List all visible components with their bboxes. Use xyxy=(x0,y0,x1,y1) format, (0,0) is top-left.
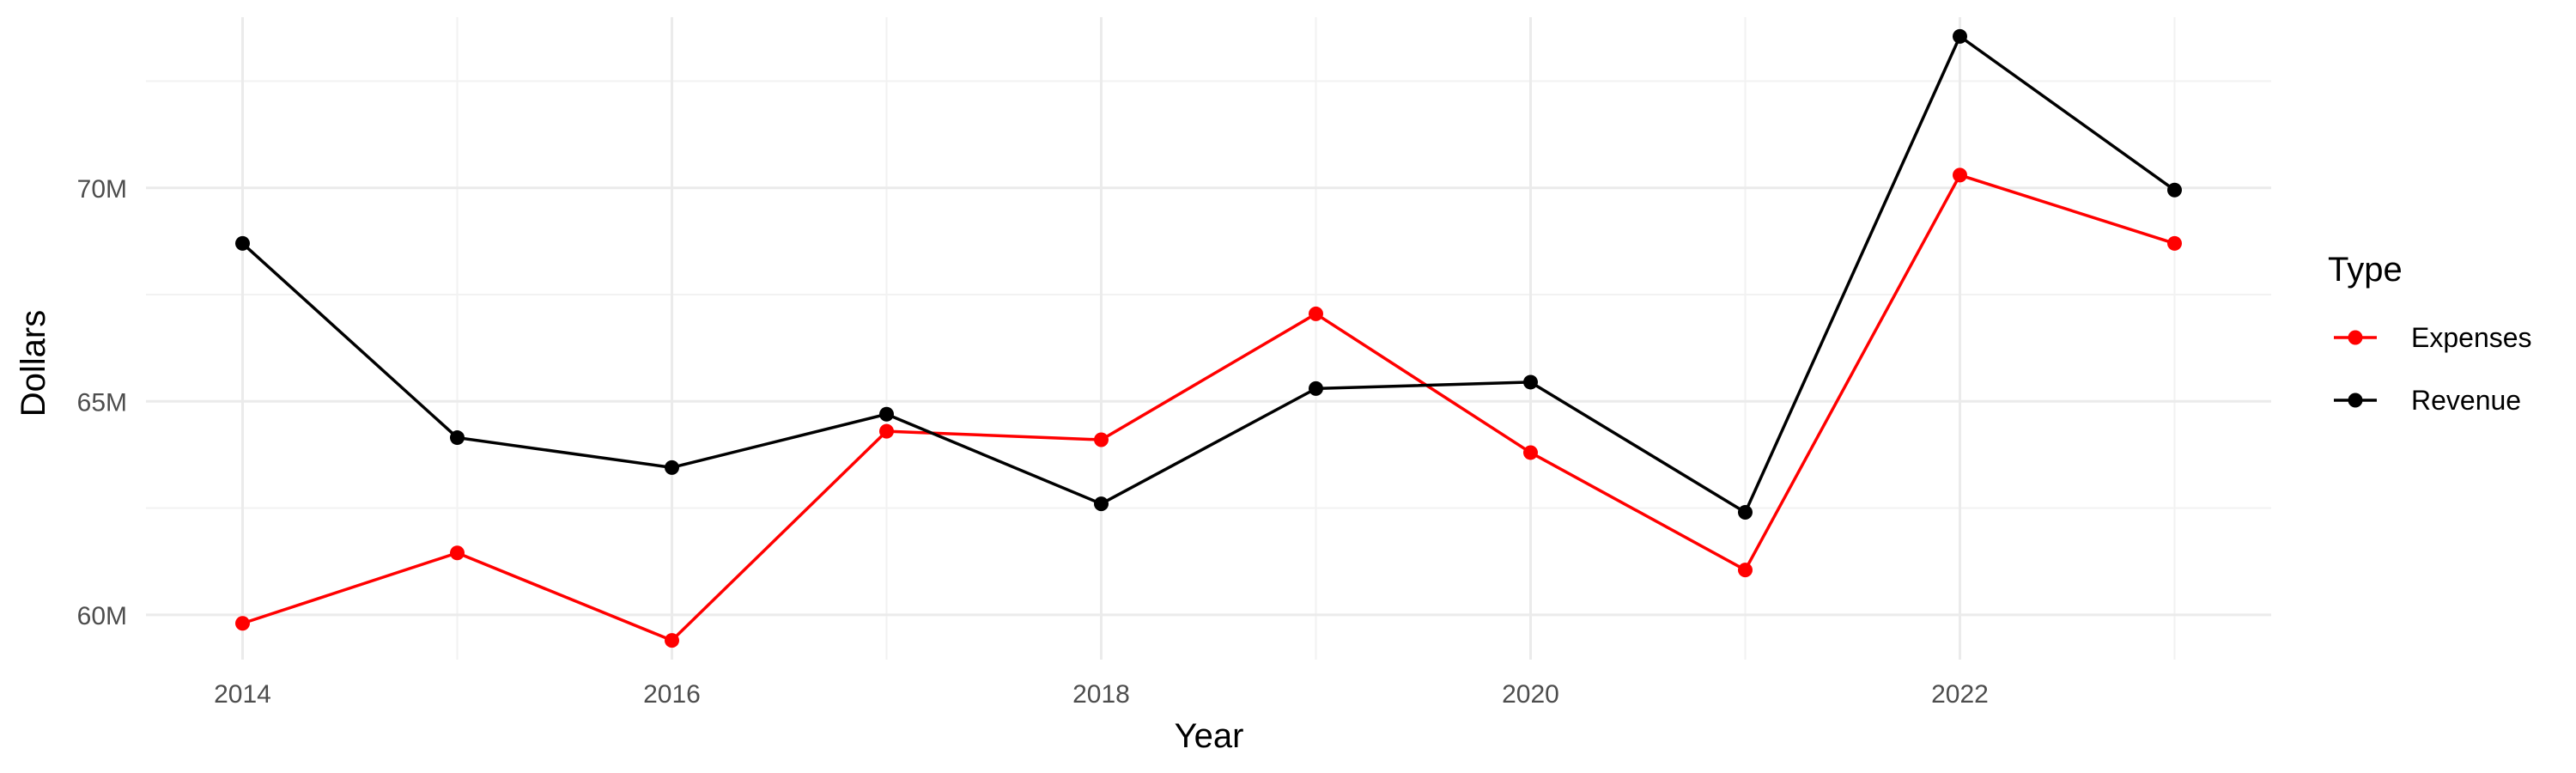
y-tick-label: 70M xyxy=(77,175,127,204)
expenses-point xyxy=(450,545,465,561)
x-tick-label: 2016 xyxy=(643,680,701,709)
expenses-point xyxy=(879,423,894,439)
x-tick-label: 2022 xyxy=(1931,680,1989,709)
revenue-point xyxy=(235,235,250,251)
expenses-point xyxy=(1523,445,1538,460)
y-tick-label: 65M xyxy=(77,388,127,417)
revenue-point xyxy=(879,406,894,422)
revenue-point xyxy=(1094,496,1109,512)
y-tick-label: 60M xyxy=(77,602,127,630)
x-tick-label: 2018 xyxy=(1072,680,1130,709)
y-axis-ticks: 60M 65M 70M xyxy=(77,175,127,630)
revenue-point xyxy=(665,460,679,475)
x-tick-label: 2020 xyxy=(1502,680,1559,709)
expenses-point xyxy=(1094,432,1109,447)
revenue-point xyxy=(1738,505,1753,520)
legend: Type Expenses Revenue xyxy=(2328,251,2532,416)
legend-items: Expenses Revenue xyxy=(2334,322,2532,416)
revenue-point xyxy=(1953,28,1967,44)
x-tick-label: 2014 xyxy=(214,680,271,709)
revenue-point xyxy=(1309,380,1323,396)
expenses-line xyxy=(241,173,2176,642)
minor-gridlines xyxy=(146,17,2271,660)
legend-key-expenses-point xyxy=(2348,330,2363,345)
expenses-point xyxy=(1738,563,1753,578)
expenses-point xyxy=(2167,235,2182,251)
series-layer xyxy=(235,28,2182,648)
legend-key-revenue-point xyxy=(2348,393,2363,408)
x-axis-title: Year xyxy=(1175,717,1244,755)
legend-label-expenses: Expenses xyxy=(2411,322,2532,353)
legend-title: Type xyxy=(2328,251,2403,289)
major-gridlines xyxy=(146,17,2271,660)
revenue-line xyxy=(241,34,2176,514)
revenue-point xyxy=(450,430,465,446)
legend-label-revenue: Revenue xyxy=(2411,385,2521,416)
x-axis-ticks: 2014 2016 2018 2020 2022 xyxy=(214,680,1989,709)
expenses-point xyxy=(235,616,250,631)
expenses-point xyxy=(665,633,679,648)
expenses-point xyxy=(1953,167,1967,183)
revenue-point xyxy=(1523,374,1538,390)
expenses-point xyxy=(1309,306,1323,321)
revenue-point xyxy=(2167,182,2182,198)
y-axis-title: Dollars xyxy=(15,310,52,417)
